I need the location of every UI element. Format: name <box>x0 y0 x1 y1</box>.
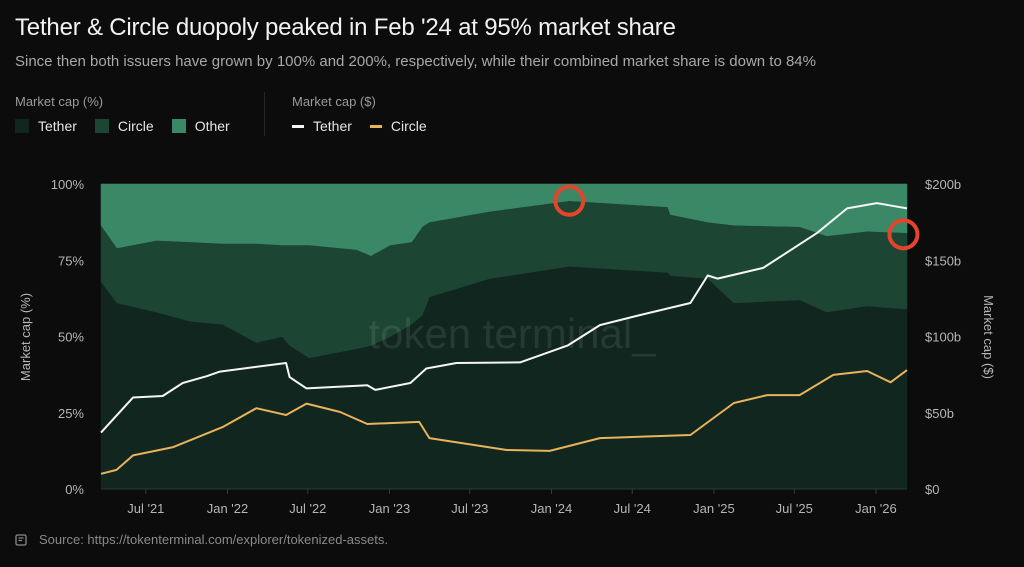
legend-item-other-share[interactable]: Other <box>171 118 230 134</box>
x-tick-label: Jul '22 <box>289 501 326 516</box>
axes: Jul '21 Jan '22 Jul '22 Jan '23 Jul '23 Jan '… <box>18 177 996 516</box>
legend-usd: Market cap ($) Tether Circle <box>292 94 427 134</box>
legend-label: Circle <box>117 118 154 134</box>
y-right-tick-label: $200b <box>925 177 961 192</box>
y-left-axis-title: Market cap (%) <box>18 293 33 381</box>
circle-line-swatch <box>369 124 382 128</box>
line-layer <box>100 202 908 475</box>
x-tick-label: Jul '24 <box>614 501 651 516</box>
y-left-tick-label: 0% <box>65 482 84 497</box>
legend-share-title: Market cap (%) <box>15 94 104 109</box>
legend-item-circle-usd[interactable]: Circle <box>369 118 427 134</box>
x-tick-label: Jan '25 <box>693 501 735 516</box>
y-left-tick-label: 25% <box>58 406 84 421</box>
x-tick-label: Jul '21 <box>127 501 164 516</box>
y-right-tick-label: $150b <box>925 253 961 268</box>
y-right-tick-label: $0 <box>925 482 939 497</box>
source-text: Source: https://tokenterminal.com/explor… <box>39 532 388 547</box>
legend-label: Tether <box>38 118 77 134</box>
chart-title: Tether & Circle duopoly peaked in Feb '2… <box>15 14 676 41</box>
y-right-tick-label: $50b <box>925 406 954 421</box>
legend-label: Other <box>194 118 230 134</box>
x-tick-label: Jul '23 <box>451 501 488 516</box>
highlight-circle <box>887 218 920 251</box>
circle-swatch <box>94 119 109 133</box>
y-left-tick-label: 50% <box>58 330 84 345</box>
highlight-layer <box>553 184 920 251</box>
x-tick-label: Jul '25 <box>776 501 813 516</box>
x-tick-label: Jan '23 <box>369 501 411 516</box>
y-right-tick-label: $100b <box>925 330 961 345</box>
legend-share: Market cap (%) Tether Circle Other <box>15 94 230 134</box>
area-other-share <box>100 183 908 256</box>
legend-label: Circle <box>390 118 427 134</box>
y-left-tick-label: 100% <box>51 177 85 192</box>
area-layer <box>100 183 908 490</box>
chart-subtitle: Since then both issuers have grown by 10… <box>15 53 816 70</box>
highlight-circle <box>553 184 586 217</box>
legend-item-tether-usd[interactable]: Tether <box>292 118 352 134</box>
legend-item-tether-share[interactable]: Tether <box>15 118 77 134</box>
x-tick-label: Jan '26 <box>855 501 897 516</box>
other-swatch <box>171 119 186 133</box>
tether-line-swatch <box>292 124 304 128</box>
legend-item-circle-share[interactable]: Circle <box>94 118 154 134</box>
legend-label: Tether <box>313 118 352 134</box>
line-tether-usd <box>100 202 908 434</box>
x-tick-label: Jan '24 <box>531 501 573 516</box>
document-icon <box>15 533 27 546</box>
x-tick-label: Jan '22 <box>207 501 249 516</box>
y-right-axis-title: Market cap ($) <box>981 295 996 379</box>
y-left-tick-label: 75% <box>58 253 84 268</box>
legend-divider <box>264 92 265 136</box>
legend-usd-title: Market cap ($) <box>292 94 376 109</box>
watermark: token terminal_ <box>368 310 656 357</box>
line-circle-usd <box>100 369 908 475</box>
tether-swatch <box>15 119 29 133</box>
source-note: Source: https://tokenterminal.com/explor… <box>15 532 388 547</box>
